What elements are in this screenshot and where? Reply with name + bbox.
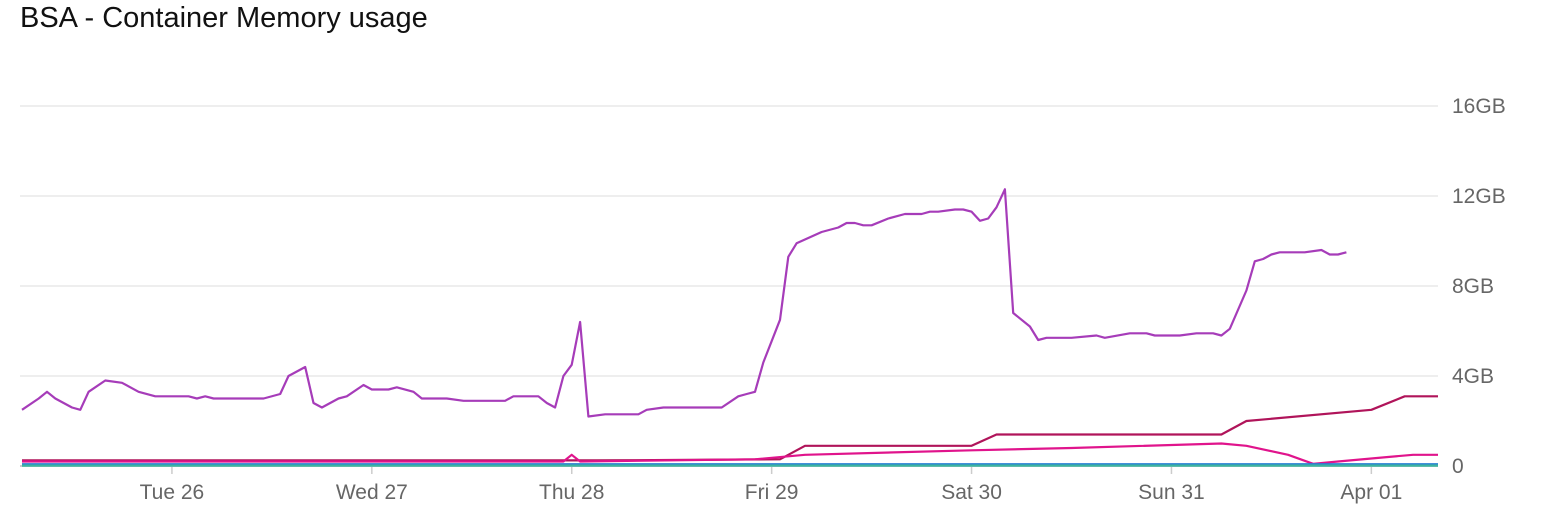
x-tick-label: Wed 27: [336, 481, 408, 504]
gridlines: [20, 105, 1438, 467]
x-tick-label: Tue 26: [140, 481, 205, 504]
y-axis-tick-labels: 0 4GB 8GB 12GB 16GB: [1452, 95, 1506, 478]
y-tick-label: 16GB: [1452, 95, 1506, 118]
x-axis-tick-labels: Tue 26 Wed 27 Thu 28 Fri 29 Sat 30 Sun 31 Apr …: [140, 466, 1402, 504]
series-lines: [21, 188, 1438, 467]
series-line-2[interactable]: [22, 395, 1438, 462]
y-tick-label: 4GB: [1452, 365, 1494, 388]
series-line-1[interactable]: [21, 188, 1347, 418]
y-tick-label: 0: [1452, 455, 1464, 478]
chart-title: BSA - Container Memory usage: [20, 2, 428, 34]
x-tick-label: Sat 30: [941, 481, 1002, 504]
x-tick-label: Thu 28: [539, 481, 604, 504]
x-tick-label: Sun 31: [1138, 481, 1205, 504]
y-tick-label: 12GB: [1452, 185, 1506, 208]
x-tick-label: Fri 29: [745, 481, 799, 504]
series-line-3[interactable]: [22, 442, 1438, 465]
y-tick-label: 8GB: [1452, 275, 1494, 298]
x-tick-label: Apr 01: [1340, 481, 1402, 504]
